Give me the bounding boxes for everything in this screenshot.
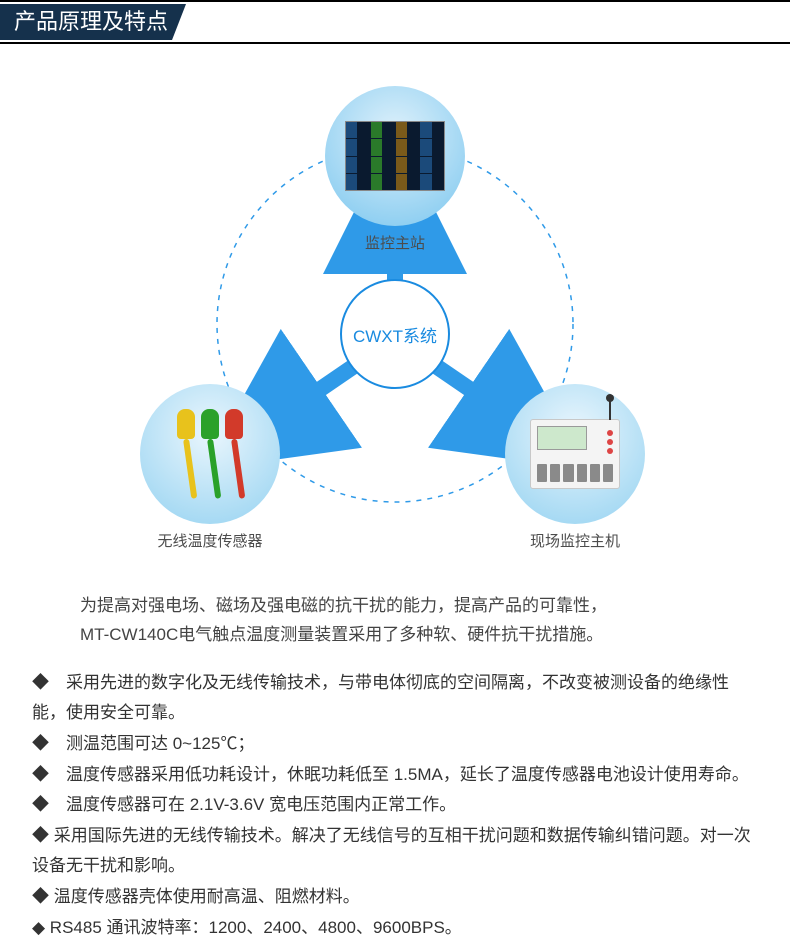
node-monitor-label: 监控主站	[365, 232, 425, 253]
system-diagram: CWXT系统 监控主站 无线温度传感器 现场监控主机	[0, 84, 790, 544]
device-screen	[537, 426, 587, 450]
center-node: CWXT系统	[340, 279, 450, 389]
intro-line-1: 为提高对强电场、磁场及强电磁的抗干扰的能力，提高产品的可靠性，	[80, 596, 607, 615]
center-label: CWXT系统	[353, 322, 437, 347]
monitor-thumbnail	[345, 121, 445, 191]
node-sensor-label: 无线温度传感器	[157, 530, 262, 551]
feature-list: ◆ 采用先进的数字化及无线传输技术，与带电体彻底的空间隔离，不改变被测设备的绝缘…	[32, 668, 758, 943]
node-sensor-circle	[140, 384, 280, 524]
section-header: 产品原理及特点	[0, 0, 790, 44]
feature-item: ◆ 温度传感器可在 2.1V-3.6V 宽电压范围内正常工作。	[32, 790, 758, 821]
device-slots	[537, 464, 613, 482]
feature-item: ◆ 测温范围可达 0~125℃；	[32, 729, 758, 760]
feature-item: ◆ RS485 通讯波特率：1200、2400、4800、9600BPS。	[32, 913, 758, 943]
node-field-host: 现场监控主机	[505, 384, 645, 551]
intro-paragraph: 为提高对强电场、磁场及强电磁的抗干扰的能力，提高产品的可靠性， MT-CW140…	[80, 592, 730, 650]
feature-item: ◆ 采用国际先进的无线传输技术。解决了无线信号的互相干扰问题和数据传输纠错问题。…	[32, 821, 758, 882]
cable-yellow	[176, 409, 196, 499]
feature-item: ◆ 温度传感器壳体使用耐高温、阻燃材料。	[32, 882, 758, 913]
node-host-circle	[505, 384, 645, 524]
antenna-icon	[609, 398, 611, 420]
cable-red	[224, 409, 244, 499]
node-host-label: 现场监控主机	[530, 530, 620, 551]
header-bar: 产品原理及特点	[0, 0, 790, 44]
node-monitor-circle	[325, 86, 465, 226]
node-monitor-station: 监控主站	[325, 86, 465, 253]
intro-line-2: MT-CW140C电气触点温度测量装置采用了多种软、硬件抗干扰措施。	[80, 625, 603, 644]
device-thumbnail	[530, 419, 620, 489]
device-leds	[607, 430, 613, 454]
cables-thumbnail	[176, 409, 244, 499]
feature-item: ◆ 采用先进的数字化及无线传输技术，与带电体彻底的空间隔离，不改变被测设备的绝缘…	[32, 668, 758, 729]
header-title: 产品原理及特点	[0, 4, 186, 40]
node-wireless-sensor: 无线温度传感器	[140, 384, 280, 551]
cable-green	[200, 409, 220, 499]
feature-item: ◆ 温度传感器采用低功耗设计，休眠功耗低至 1.5MA，延长了温度传感器电池设计…	[32, 760, 758, 791]
